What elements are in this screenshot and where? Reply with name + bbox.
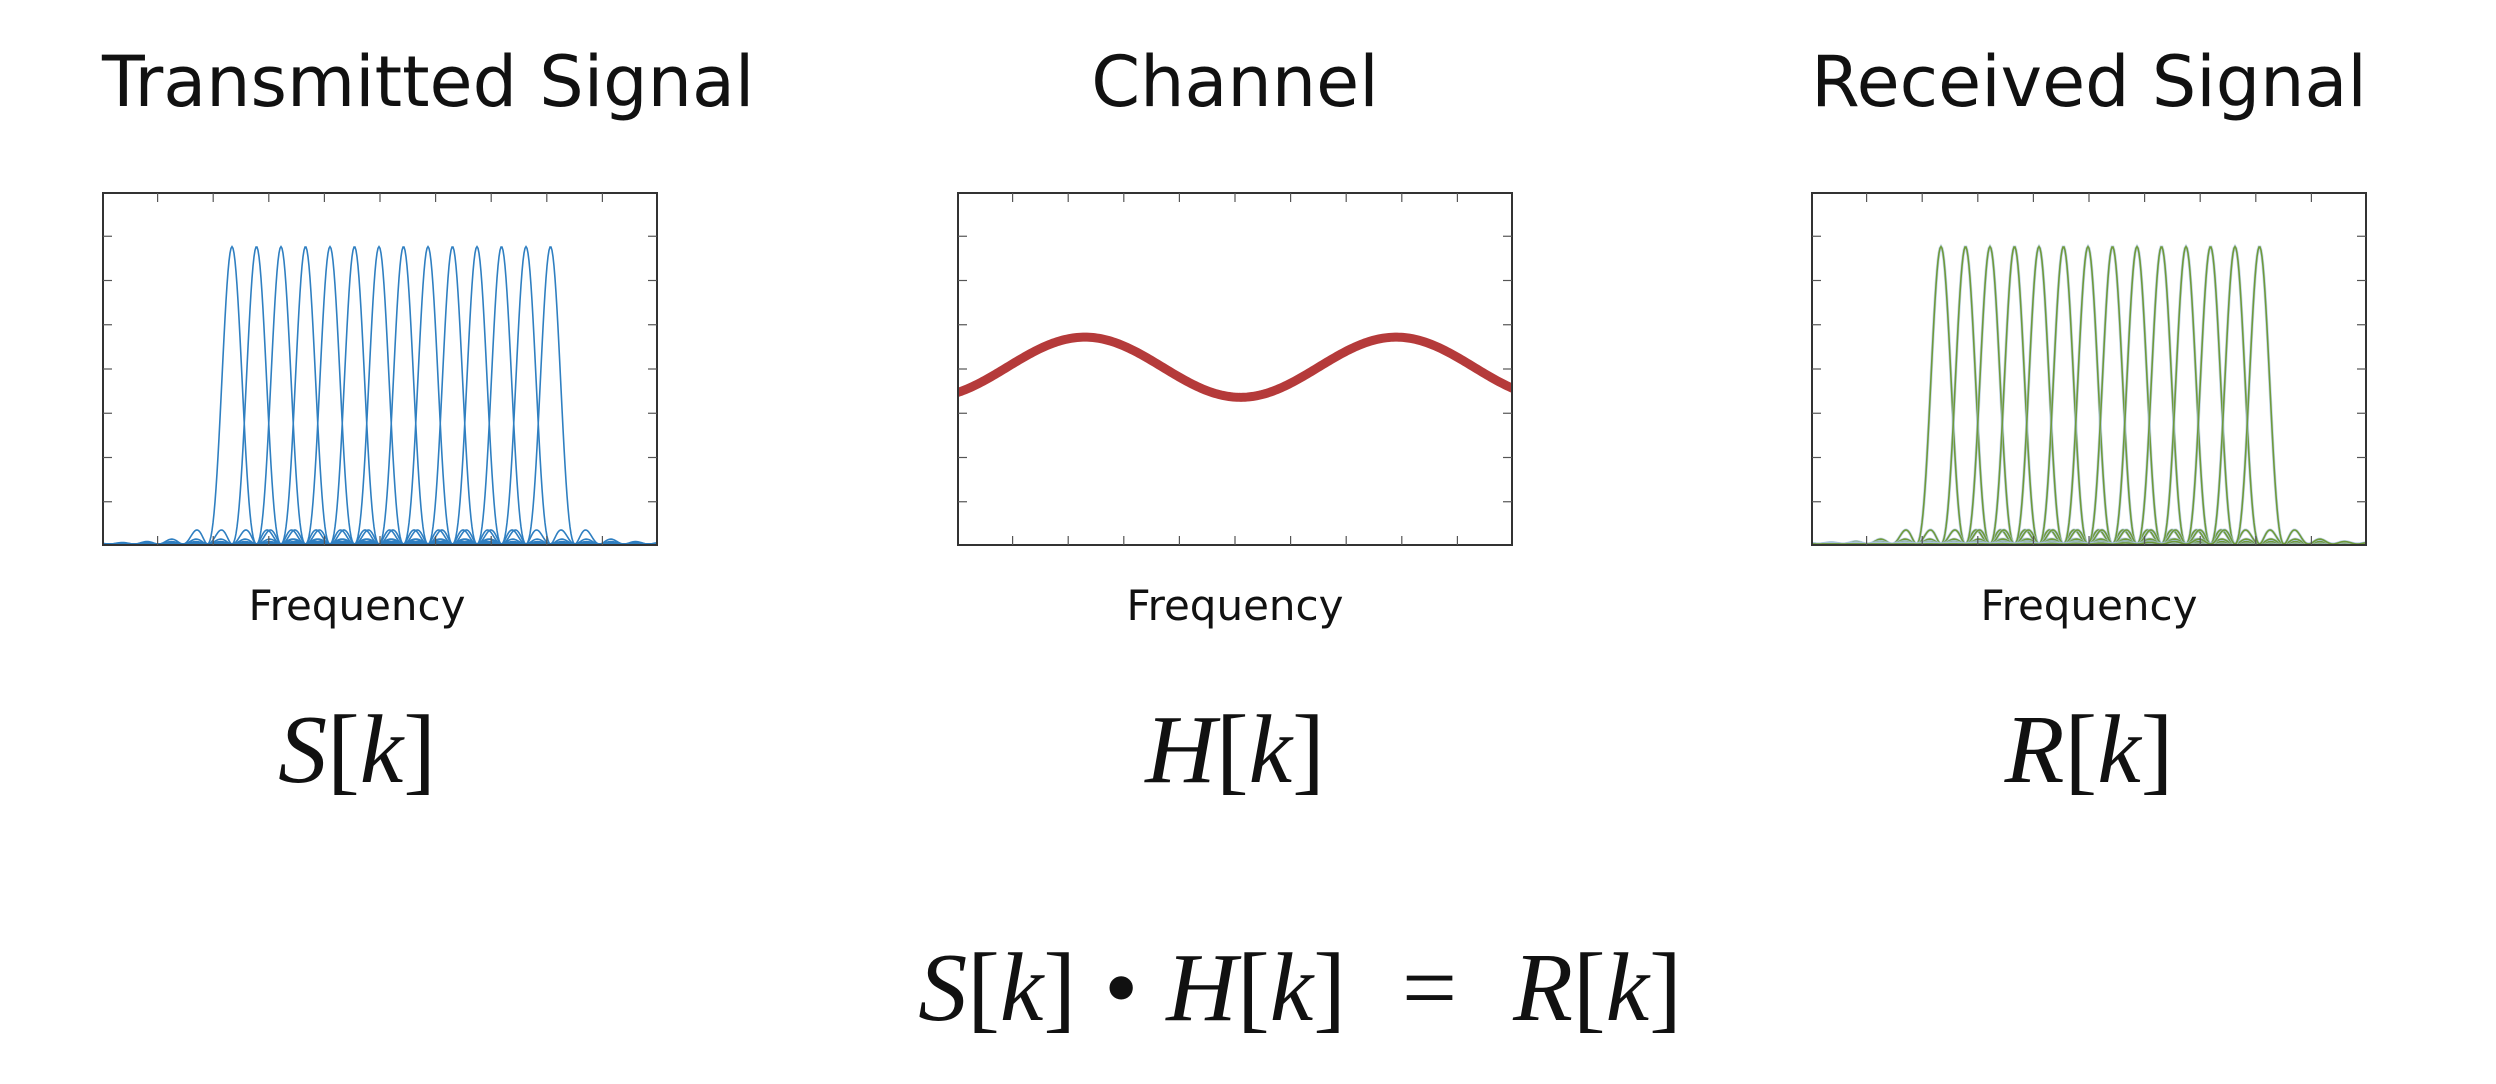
received-subcarrier-halo (1811, 243, 2367, 546)
eq-s-var: S (918, 934, 968, 1042)
transmitted-frame (102, 192, 658, 546)
channel-symbol: H[k] (957, 690, 1513, 810)
received-subcarrier (1811, 246, 2367, 545)
eq-index: k (999, 934, 1044, 1042)
transmitted-subcarrier (102, 245, 658, 545)
open-bracket: [ (327, 696, 360, 804)
transmitted-subcarrier (102, 245, 658, 545)
received-subcarrier (1811, 246, 2367, 545)
received-signal-plot (1811, 192, 2367, 546)
received-subcarrier (1811, 245, 2367, 545)
symbol-index: k (1248, 696, 1293, 804)
transmitted-xlabel: Frequency (248, 581, 466, 630)
open-bracket: [ (2064, 696, 2098, 804)
received-subcarrier (1811, 246, 2367, 545)
received-subcarrier (1811, 245, 2367, 545)
symbol-var: R (2004, 696, 2065, 804)
received-subcarrier-halo (1811, 243, 2367, 546)
channel-frame (957, 192, 1513, 546)
received-subcarrier-halo (1811, 243, 2367, 546)
close-bracket: ] (1649, 934, 1682, 1042)
close-bracket: ] (1313, 934, 1346, 1042)
equals-sign: = (1401, 934, 1458, 1042)
received-subcarrier-halo (1811, 243, 2367, 546)
transmitted-subcarrier (102, 245, 658, 545)
transmitted-subcarrier (102, 246, 658, 545)
transmitted-signal-plot (102, 192, 658, 546)
channel-plot (957, 192, 1513, 546)
multiply-dot: • (1103, 934, 1139, 1042)
eq-r-var: R (1513, 934, 1574, 1042)
received-subcarrier-halo (1811, 245, 2367, 546)
symbol-index: k (359, 696, 404, 804)
received-subcarrier (1811, 245, 2367, 545)
received-subcarrier-halo (1811, 245, 2367, 546)
transmitted-subcarrier (102, 246, 658, 545)
transmitted-subcarrier (102, 246, 658, 545)
received-subcarrier-halo (1811, 243, 2367, 546)
relation-equation: S[k] • H[k] = R[k] (600, 928, 2000, 1048)
transmitted-subcarrier (102, 245, 658, 545)
channel-xlabel: Frequency (1126, 581, 1344, 630)
transmitted-subcarrier (102, 245, 658, 545)
eq-index: k (1269, 934, 1314, 1042)
received-subcarrier-halo (1811, 245, 2367, 546)
open-bracket: [ (1216, 696, 1249, 804)
received-symbol: R[k] (1811, 690, 2367, 810)
received-xlabel: Frequency (1980, 581, 2198, 630)
symbol-var: S (278, 696, 328, 804)
eq-index: k (1605, 934, 1650, 1042)
transmitted-subcarrier (102, 245, 658, 545)
received-subcarrier-halo (1811, 243, 2367, 546)
transmitted-subcarrier (102, 246, 658, 545)
open-bracket: [ (1237, 934, 1270, 1042)
transmitted-subcarrier (102, 246, 658, 545)
close-bracket: ] (1043, 934, 1076, 1042)
received-subcarrier-halo (1811, 245, 2367, 546)
received-subcarrier (1811, 245, 2367, 545)
received-subcarrier (1811, 246, 2367, 545)
received-subcarrier-halo (1811, 245, 2367, 546)
received-subcarrier-halo (1811, 245, 2367, 546)
received-subcarrier (1811, 246, 2367, 545)
close-bracket: ] (403, 696, 436, 804)
symbol-index: k (2097, 696, 2141, 804)
transmitted-signal-title: Transmitted Signal (102, 41, 755, 123)
received-subcarrier (1811, 246, 2367, 545)
transmitted-subcarrier (102, 245, 658, 545)
eq-h-var: H (1166, 934, 1238, 1042)
received-subcarrier (1811, 245, 2367, 545)
received-subcarrier (1811, 245, 2367, 545)
open-bracket: [ (967, 934, 1000, 1042)
received-signal-title: Received Signal (1811, 41, 2367, 123)
transmitted-subcarrier (102, 246, 658, 545)
received-subcarrier-halo (1811, 243, 2367, 546)
open-bracket: [ (1573, 934, 1606, 1042)
channel-response-curve (957, 332, 1513, 402)
close-bracket: ] (1292, 696, 1325, 804)
transmitted-subcarrier (102, 246, 658, 545)
transmitted-symbol: S[k] (102, 690, 612, 810)
close-bracket: ] (2140, 696, 2174, 804)
received-subcarrier-halo (1811, 245, 2367, 546)
channel-title: Channel (1091, 41, 1379, 123)
received-subcarrier (1811, 245, 2367, 545)
symbol-var: H (1145, 696, 1216, 804)
received-subcarrier (1811, 246, 2367, 545)
